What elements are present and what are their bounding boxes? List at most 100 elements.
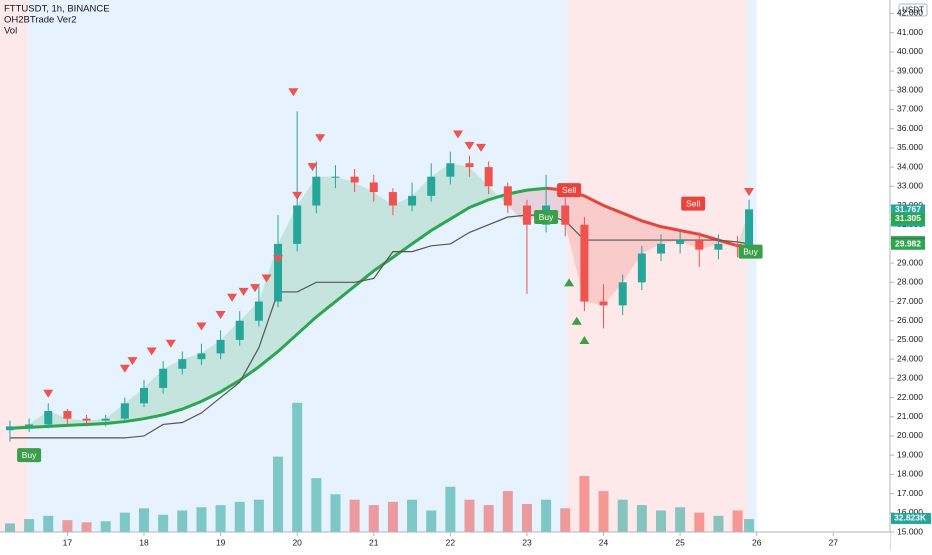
y-tick-label: 15.000: [897, 526, 923, 536]
volume-bar: [4, 523, 15, 532]
candle-body: [120, 403, 129, 419]
y-tick-label: 29.000: [897, 257, 923, 267]
cloud: [124, 387, 144, 422]
y-tick-label: 35.000: [897, 142, 923, 152]
cloud: [565, 190, 585, 302]
y-tick-label: 21.000: [897, 411, 923, 421]
cloud: [622, 213, 642, 283]
sell-marker: [196, 322, 207, 331]
volume-bar: [253, 499, 264, 532]
candle-body: [599, 301, 608, 306]
sell-marker: [215, 310, 226, 319]
cloud: [412, 176, 432, 244]
candle-body: [676, 240, 685, 244]
price-label: 31.305: [895, 213, 921, 223]
x-tick-label: 23: [522, 537, 532, 547]
y-tick-label: 37.000: [897, 104, 923, 114]
x-tick-label: 24: [599, 537, 609, 547]
cloud: [641, 220, 661, 254]
sell-marker: [165, 339, 176, 348]
volume-bar: [579, 476, 590, 532]
volume-bar: [234, 501, 245, 532]
cloud: [105, 403, 125, 424]
y-tick-label: 40.000: [897, 46, 923, 56]
currency-box[interactable]: [898, 3, 928, 17]
x-tick-label: 21: [369, 537, 379, 547]
volume-bar: [273, 456, 284, 532]
volume-bar: [368, 505, 379, 532]
currency[interactable]: USDT: [902, 6, 924, 15]
candle-body: [5, 426, 14, 431]
overlay-line: [545, 186, 750, 250]
x-tick-label: 19: [216, 537, 226, 547]
sell-marker: [43, 389, 54, 398]
buy-marker: [564, 278, 575, 287]
volume-bar: [349, 499, 360, 532]
cloud: [297, 176, 317, 335]
cloud: [220, 320, 240, 392]
volume-bar: [426, 510, 437, 532]
candle-body: [197, 353, 206, 360]
cloud: [163, 359, 183, 415]
volume-bar: [560, 508, 571, 532]
y-tick-label: 23.000: [897, 373, 923, 383]
volume-bar: [292, 402, 303, 532]
cloud: [584, 195, 604, 306]
volume-bar: [521, 504, 532, 532]
candle-body: [580, 224, 589, 302]
candle-body: [503, 186, 512, 206]
candle-body: [522, 205, 531, 225]
candle-body: [235, 320, 244, 340]
candle-body: [25, 424, 34, 427]
signal-box: [557, 183, 582, 198]
x-tick-label: 27: [829, 537, 839, 547]
candle-body: [101, 418, 110, 421]
y-tick-label: 18.000: [897, 469, 923, 479]
price-label-box: [891, 213, 925, 225]
sell-marker: [744, 188, 755, 197]
volume-bar: [655, 510, 666, 532]
volume-bar: [675, 507, 686, 532]
signal-label: Buy: [22, 450, 37, 460]
volume-bar: [81, 522, 92, 532]
signal-label: Buy: [743, 246, 758, 256]
sell-marker: [315, 134, 326, 143]
candle-body: [331, 176, 340, 178]
x-tick-label: 17: [63, 537, 73, 547]
cloud: [143, 368, 164, 419]
zone: [747, 0, 757, 532]
volume-bar: [445, 486, 456, 532]
candle-body: [254, 301, 263, 321]
y-tick-label: 25.000: [897, 334, 923, 344]
y-tick-label: 34.000: [897, 161, 923, 171]
candle-body: [561, 205, 570, 225]
x-tick-label: 22: [446, 537, 456, 547]
y-tick-label: 27.000: [897, 296, 923, 306]
volume-bar: [330, 494, 341, 532]
sell-marker: [292, 191, 303, 200]
overlay-line: [9, 214, 750, 439]
y-tick-label: 41.000: [897, 27, 923, 37]
y-tick-label: 17.000: [897, 488, 923, 498]
volume-bar: [617, 499, 628, 532]
volume-bar: [464, 499, 475, 532]
sell-marker: [227, 293, 238, 302]
buy-marker: [579, 335, 590, 344]
y-tick-label: 42.000: [897, 8, 923, 18]
zone: [566, 0, 748, 532]
plot-area: Buy Buy Sell Sell Buy: [0, 0, 763, 532]
buy-marker: [571, 316, 582, 325]
price-axis: [890, 0, 932, 550]
sell-marker: [464, 141, 475, 150]
signal-box: [17, 448, 42, 463]
signal-box: [738, 244, 763, 259]
x-tick-label: 26: [752, 537, 762, 547]
sell-marker: [146, 347, 157, 356]
candle-body: [484, 167, 493, 187]
cloud: [182, 353, 202, 410]
candle-body: [695, 240, 704, 250]
y-tick-label: 36.000: [897, 123, 923, 133]
candle-body: [446, 163, 455, 177]
sell-marker: [273, 255, 284, 264]
candle-body: [388, 192, 397, 206]
